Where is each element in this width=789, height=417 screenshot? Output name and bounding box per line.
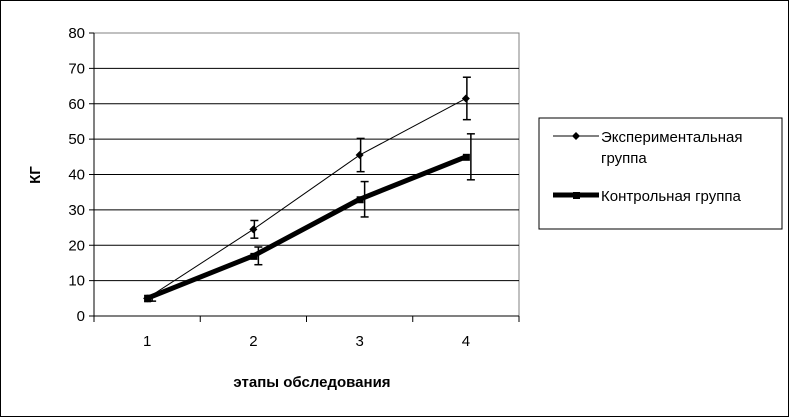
legend-label: группа <box>601 150 647 167</box>
y-tick-label: 60 <box>68 96 85 113</box>
y-tick-label: 70 <box>68 60 85 77</box>
y-axis-title: КГ <box>27 166 44 184</box>
x-axis-ticks: 1 2 3 4 <box>93 33 520 350</box>
y-tick-label: 0 <box>77 308 85 325</box>
legend-item-2: Контрольная группа <box>553 188 741 205</box>
data-point-diamond <box>461 94 470 103</box>
y-tick-label: 10 <box>68 273 85 290</box>
data-point-square <box>462 153 470 161</box>
data-point-diamond <box>249 225 258 234</box>
x-tick-label: 4 <box>462 333 470 350</box>
data-point-square <box>250 252 258 260</box>
gridlines <box>94 67 519 282</box>
series-line <box>146 97 467 299</box>
y-tick-label: 40 <box>68 167 85 184</box>
x-tick-label: 3 <box>355 333 363 350</box>
y-tick-label: 80 <box>68 25 85 42</box>
legend-marker-square <box>573 192 580 199</box>
x-tick-label: 2 <box>249 333 257 350</box>
x-tick-label: 1 <box>143 333 151 350</box>
y-tick-label: 50 <box>68 131 85 148</box>
y-axis-ticks: 0 10 20 30 40 50 60 70 80 <box>68 25 94 325</box>
data-point-diamond <box>355 151 364 160</box>
legend-label: Экспериментальная <box>601 129 743 146</box>
series-group <box>143 76 475 303</box>
series-line <box>144 154 469 301</box>
series-2 <box>144 133 475 303</box>
legend: Экспериментальная группа Контрольная групп… <box>538 117 783 230</box>
legend-label: Контрольная группа <box>601 188 741 205</box>
y-tick-label: 20 <box>68 237 85 254</box>
legend-marker-diamond <box>572 132 580 140</box>
data-point-square <box>356 196 364 204</box>
x-axis-title: этапы обследования <box>233 374 390 391</box>
y-tick-label: 30 <box>68 202 85 219</box>
legend-item-1: Экспериментальная группа <box>553 129 743 167</box>
data-point-square <box>144 295 152 303</box>
